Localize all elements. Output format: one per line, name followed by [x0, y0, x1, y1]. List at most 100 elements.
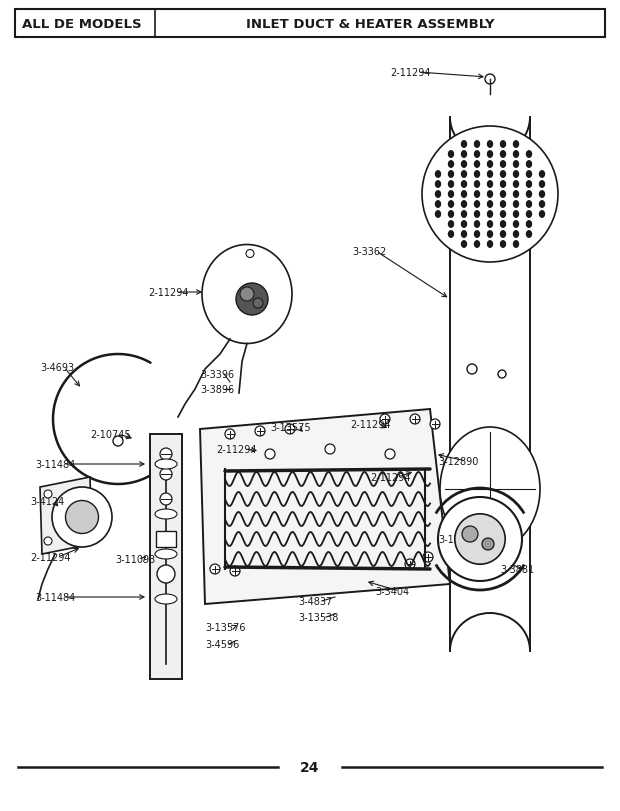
- Circle shape: [160, 448, 172, 461]
- Circle shape: [380, 414, 390, 424]
- Ellipse shape: [155, 549, 177, 560]
- Ellipse shape: [526, 231, 531, 238]
- Ellipse shape: [435, 201, 440, 208]
- Ellipse shape: [461, 191, 466, 198]
- Ellipse shape: [474, 201, 479, 208]
- Ellipse shape: [500, 142, 505, 148]
- Text: 3-3881: 3-3881: [500, 564, 534, 574]
- Ellipse shape: [487, 172, 492, 178]
- Ellipse shape: [500, 152, 505, 158]
- Ellipse shape: [513, 182, 518, 188]
- Ellipse shape: [539, 201, 544, 208]
- Ellipse shape: [440, 427, 540, 551]
- Ellipse shape: [461, 242, 466, 248]
- Text: 3-13576: 3-13576: [205, 622, 246, 633]
- Circle shape: [482, 539, 494, 551]
- Ellipse shape: [539, 191, 544, 198]
- Ellipse shape: [487, 191, 492, 198]
- Ellipse shape: [500, 182, 505, 188]
- Circle shape: [44, 491, 52, 499]
- Ellipse shape: [513, 172, 518, 178]
- Ellipse shape: [461, 152, 466, 158]
- Text: 3-11484: 3-11484: [35, 592, 75, 603]
- Ellipse shape: [435, 172, 440, 178]
- Text: 3-11484: 3-11484: [35, 460, 75, 470]
- Ellipse shape: [526, 191, 531, 198]
- Ellipse shape: [448, 231, 453, 238]
- Ellipse shape: [513, 161, 518, 168]
- Circle shape: [210, 564, 220, 574]
- Circle shape: [385, 449, 395, 460]
- Circle shape: [455, 514, 505, 564]
- Ellipse shape: [461, 221, 466, 228]
- Text: 3-11093: 3-11093: [115, 554, 155, 564]
- Ellipse shape: [500, 221, 505, 228]
- Circle shape: [498, 371, 506, 379]
- Text: 3-12890: 3-12890: [438, 457, 479, 466]
- Ellipse shape: [461, 172, 466, 178]
- Polygon shape: [200, 410, 450, 604]
- Circle shape: [253, 298, 263, 309]
- Ellipse shape: [474, 152, 479, 158]
- Ellipse shape: [448, 212, 453, 218]
- Ellipse shape: [474, 221, 479, 228]
- Ellipse shape: [513, 212, 518, 218]
- Circle shape: [113, 436, 123, 446]
- Ellipse shape: [526, 172, 531, 178]
- Circle shape: [325, 444, 335, 454]
- Ellipse shape: [461, 142, 466, 148]
- Ellipse shape: [539, 172, 544, 178]
- Ellipse shape: [526, 182, 531, 188]
- Text: ALL DE MODELS: ALL DE MODELS: [22, 18, 141, 31]
- Circle shape: [230, 566, 240, 577]
- Ellipse shape: [487, 142, 492, 148]
- Circle shape: [422, 127, 558, 263]
- Ellipse shape: [448, 191, 453, 198]
- Circle shape: [423, 552, 433, 562]
- Ellipse shape: [202, 245, 292, 344]
- Circle shape: [265, 449, 275, 460]
- Circle shape: [462, 526, 478, 543]
- Ellipse shape: [500, 231, 505, 238]
- Ellipse shape: [487, 182, 492, 188]
- Circle shape: [405, 560, 415, 569]
- Bar: [156, 531, 176, 547]
- Bar: [15, 10, 605, 38]
- Ellipse shape: [539, 182, 544, 188]
- Circle shape: [157, 565, 175, 583]
- Ellipse shape: [487, 221, 492, 228]
- Ellipse shape: [513, 142, 518, 148]
- Ellipse shape: [500, 201, 505, 208]
- Ellipse shape: [487, 212, 492, 218]
- Ellipse shape: [461, 182, 466, 188]
- Text: 2-11294: 2-11294: [216, 444, 257, 454]
- Ellipse shape: [487, 152, 492, 158]
- Ellipse shape: [155, 594, 177, 604]
- Text: 2-11294: 2-11294: [370, 473, 410, 483]
- Text: 3-13538: 3-13538: [298, 612, 339, 622]
- Text: 3-3404: 3-3404: [375, 586, 409, 596]
- Ellipse shape: [448, 201, 453, 208]
- Ellipse shape: [155, 460, 177, 470]
- Text: 2-10745: 2-10745: [90, 430, 131, 440]
- Ellipse shape: [448, 182, 453, 188]
- Ellipse shape: [526, 201, 531, 208]
- Text: 3-4837: 3-4837: [298, 596, 332, 607]
- Circle shape: [160, 493, 172, 505]
- Circle shape: [66, 501, 99, 534]
- Ellipse shape: [474, 142, 479, 148]
- Circle shape: [485, 75, 495, 85]
- Ellipse shape: [474, 242, 479, 248]
- Text: INLET DUCT & HEATER ASSEMBLY: INLET DUCT & HEATER ASSEMBLY: [246, 18, 494, 31]
- Ellipse shape: [500, 191, 505, 198]
- Ellipse shape: [448, 161, 453, 168]
- Text: 24: 24: [300, 760, 320, 774]
- Ellipse shape: [461, 201, 466, 208]
- Ellipse shape: [513, 191, 518, 198]
- Circle shape: [285, 424, 295, 435]
- Circle shape: [467, 365, 477, 375]
- Ellipse shape: [474, 231, 479, 238]
- Ellipse shape: [513, 201, 518, 208]
- Ellipse shape: [474, 191, 479, 198]
- Text: 2-11294: 2-11294: [350, 419, 391, 430]
